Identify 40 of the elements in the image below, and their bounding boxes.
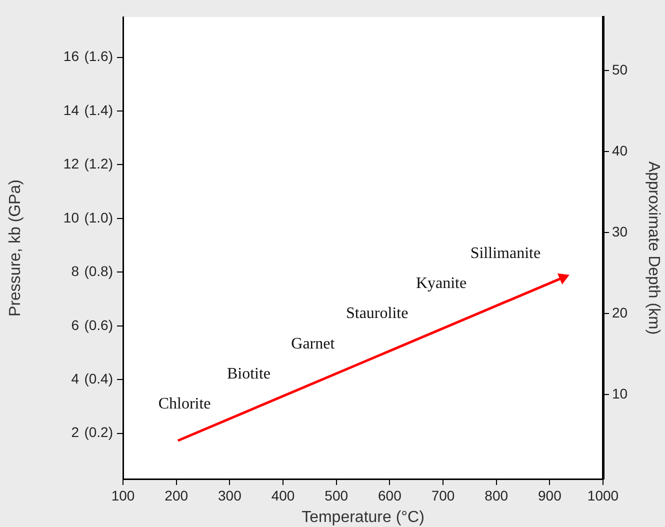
- y-tick-label: 10: [63, 209, 80, 226]
- x-axis-title: Temperature (°C): [302, 508, 424, 526]
- y-tick-label: 8: [71, 263, 80, 280]
- x-tick-label: 900: [538, 487, 562, 504]
- y3-tick-label: (1.2): [84, 156, 113, 172]
- y2-tick-label: 50: [612, 61, 628, 78]
- y-tick-label: 6: [71, 316, 80, 333]
- y-axis-title: Pressure, kb (GPa): [7, 180, 24, 316]
- annotation: Biotite: [226, 366, 271, 383]
- y2-tick-label: 40: [612, 142, 628, 158]
- annotation: Garnet: [291, 335, 336, 352]
- y3-tick-label: (0.2): [84, 424, 113, 440]
- y2-tick-label: 10: [612, 386, 628, 402]
- annotation: Staurolite: [346, 305, 408, 322]
- y-tick-label: 2: [71, 424, 80, 440]
- y-tick-label: 4: [71, 370, 80, 386]
- y2-tick-label: 20: [612, 304, 628, 321]
- y2-tick-label: 30: [612, 223, 628, 240]
- x-tick-label: 700: [431, 487, 455, 504]
- x-tick-label: 1000: [587, 487, 619, 504]
- y3-tick-label: (0.6): [84, 316, 113, 333]
- x-tick-label: 500: [324, 487, 348, 504]
- x-tick-label: 800: [484, 487, 508, 504]
- x-tick-label: 300: [218, 487, 242, 504]
- x-tick-label: 600: [378, 487, 402, 504]
- annotation: Chlorite: [158, 396, 211, 413]
- y3-tick-label: (0.8): [84, 263, 113, 280]
- y3-tick-label: (1.6): [84, 48, 113, 64]
- y3-tick-label: (1.4): [84, 102, 113, 118]
- y-tick-label: 16: [63, 48, 80, 64]
- y3-tick-label: (1.0): [84, 209, 113, 226]
- annotation: Kyanite: [416, 275, 467, 292]
- x-tick-label: 200: [164, 487, 188, 504]
- y3-tick-label: (0.4): [84, 370, 113, 386]
- y2-axis-title: Approximate Depth (km): [644, 161, 662, 335]
- annotation: Sillimanite: [470, 244, 541, 262]
- y-tick-label: 14: [63, 102, 80, 118]
- y-tick-label: 12: [63, 156, 80, 172]
- x-tick-label: 100: [111, 487, 135, 504]
- x-tick-label: 400: [271, 487, 295, 504]
